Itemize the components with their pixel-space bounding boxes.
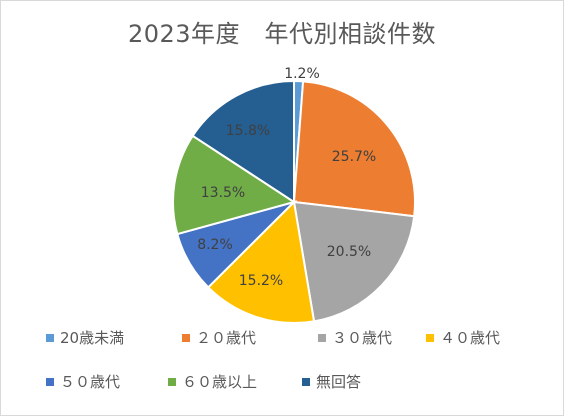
chart-title: 2023年度 年代別相談件数: [127, 20, 437, 48]
pie-slice-2: [292, 80, 416, 218]
data-label-2: 25.7%: [332, 149, 376, 165]
data-label-4: 15.2%: [239, 273, 283, 289]
data-label-5: 8.2%: [197, 237, 233, 253]
data-label-7: 15.8%: [226, 123, 270, 139]
pie-slice-7: [191, 79, 295, 204]
pie-slice-4: [206, 199, 316, 324]
data-label-3: 20.5%: [327, 244, 371, 260]
pie-slice-3: [292, 200, 416, 323]
data-label-1: 1.2%: [284, 66, 320, 82]
pie-slice-6: [172, 134, 297, 236]
data-label-6: 13.5%: [201, 185, 245, 201]
